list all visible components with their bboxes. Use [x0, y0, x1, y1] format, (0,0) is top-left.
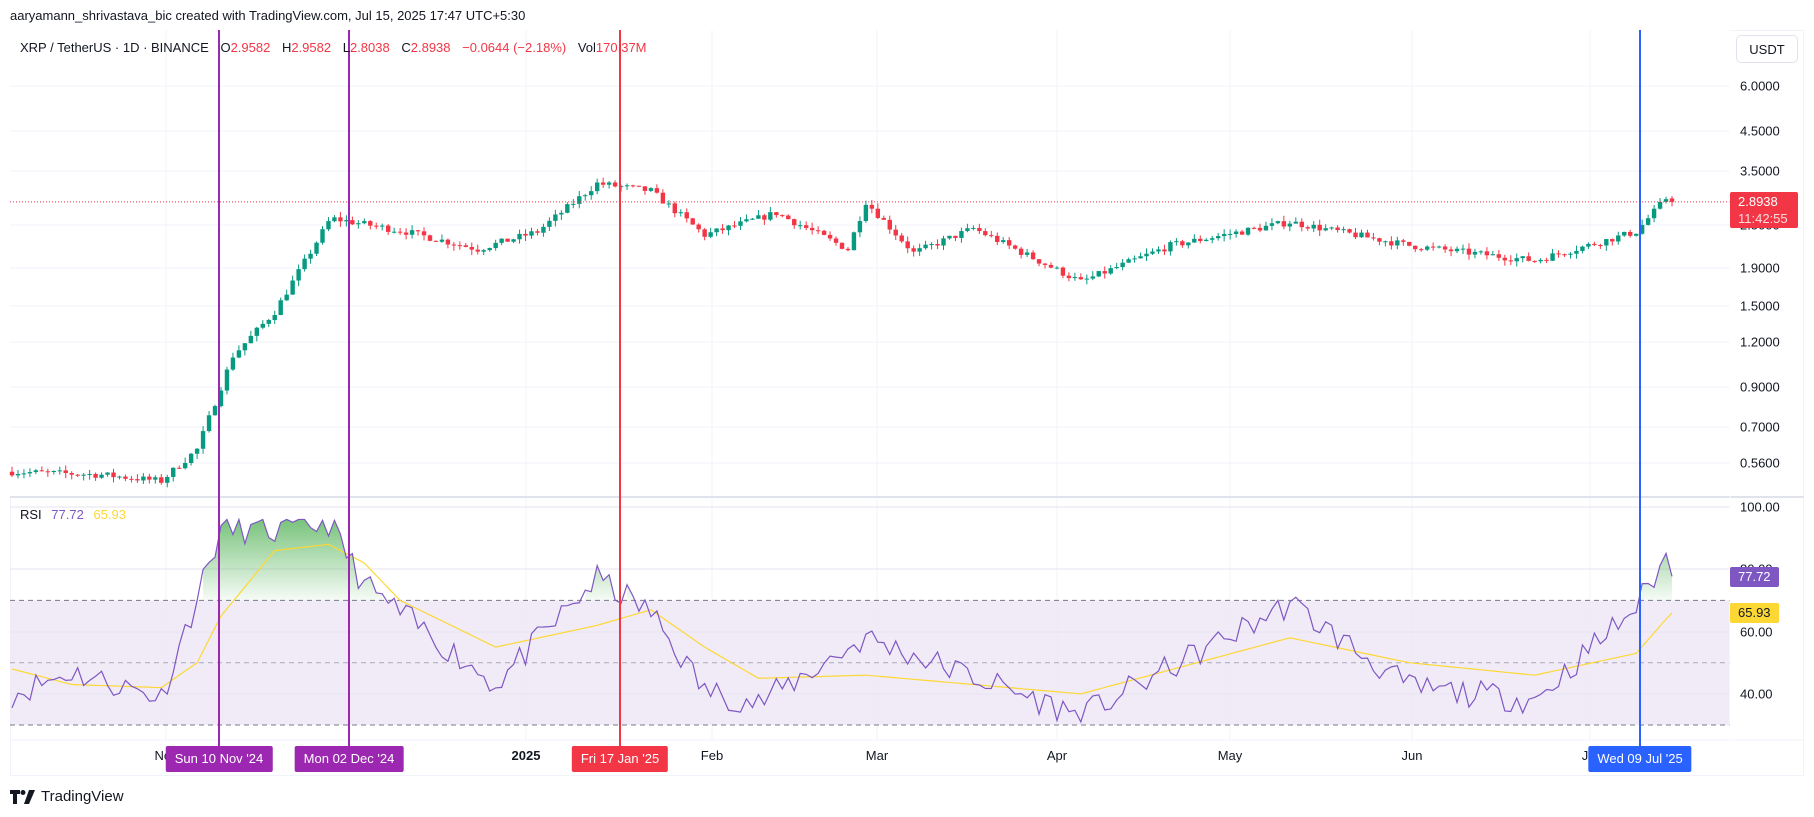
rsi-legend: RSI 77.72 65.93: [20, 507, 126, 522]
date-marker-label[interactable]: Wed 09 Jul '25: [1588, 746, 1692, 772]
rsi-axis-label: 100.00: [1740, 499, 1780, 515]
time-axis-label: Feb: [700, 748, 724, 763]
date-marker-label[interactable]: Fri 17 Jan '25: [571, 746, 669, 772]
price-axis-label: 0.9000: [1740, 379, 1780, 395]
symbol-title[interactable]: XRP / TetherUS · 1D · BINANCE: [20, 40, 209, 55]
price-axis-label: 0.5600: [1740, 455, 1780, 471]
tradingview-logo-icon: [10, 789, 35, 804]
candles: [9, 177, 1675, 488]
price-axis-label: 6.0000: [1740, 78, 1780, 94]
close-value: 2.8938: [410, 40, 451, 55]
close-label: C: [401, 40, 411, 55]
rsi-ma-value: 65.93: [93, 507, 127, 522]
rsi-title[interactable]: RSI: [20, 507, 42, 522]
last-price-tag: 2.8938 11:42:55: [1730, 192, 1798, 228]
rsi-value: 77.72: [51, 507, 84, 522]
bar-countdown: 11:42:55: [1738, 211, 1788, 226]
rsi-value-tag: 77.72: [1730, 567, 1779, 587]
low-value: 2.8038: [349, 40, 390, 55]
volume-label: Vol: [577, 40, 596, 55]
time-axis-label: Mar: [865, 748, 889, 763]
price-axis-label: 3.5000: [1740, 163, 1780, 179]
open-value: 2.9582: [230, 40, 271, 55]
rsi-ma-value-tag: 65.93: [1730, 603, 1779, 623]
date-marker-label[interactable]: Sun 10 Nov '24: [165, 746, 273, 772]
price-axis-label: 4.5000: [1740, 123, 1780, 139]
time-axis-label: Jun: [1401, 748, 1423, 763]
brand-name: TradingView: [41, 788, 124, 805]
volume-value: 170.37M: [595, 40, 647, 55]
high-value: 2.9582: [291, 40, 332, 55]
chart-attribution: aaryamann_shrivastava_bic created with T…: [10, 8, 526, 23]
last-price-value: 2.8938: [1738, 194, 1778, 209]
open-label: O: [220, 40, 231, 55]
time-axis-label: Apr: [1046, 748, 1068, 763]
tradingview-logo[interactable]: TradingView: [10, 788, 124, 805]
price-axis-label: 1.5000: [1740, 298, 1780, 314]
price-axis-label: 1.2000: [1740, 334, 1780, 350]
currency-button[interactable]: USDT: [1736, 35, 1798, 63]
time-axis-label: May: [1217, 748, 1243, 763]
change-value: −0.0644 (−2.18%): [462, 40, 567, 55]
high-label: H: [281, 40, 292, 55]
rsi-axis-label: 60.00: [1740, 624, 1773, 640]
date-marker-label[interactable]: Mon 02 Dec '24: [294, 746, 404, 772]
symbol-legend: XRP / TetherUS · 1D · BINANCE O2.9582 H2…: [20, 40, 647, 55]
price-axis-label: 0.7000: [1740, 419, 1780, 435]
time-axis-label: 2025: [511, 748, 541, 763]
rsi-axis-label: 40.00: [1740, 686, 1773, 702]
low-label: L: [342, 40, 350, 55]
price-axis-label: 1.9000: [1740, 260, 1780, 276]
